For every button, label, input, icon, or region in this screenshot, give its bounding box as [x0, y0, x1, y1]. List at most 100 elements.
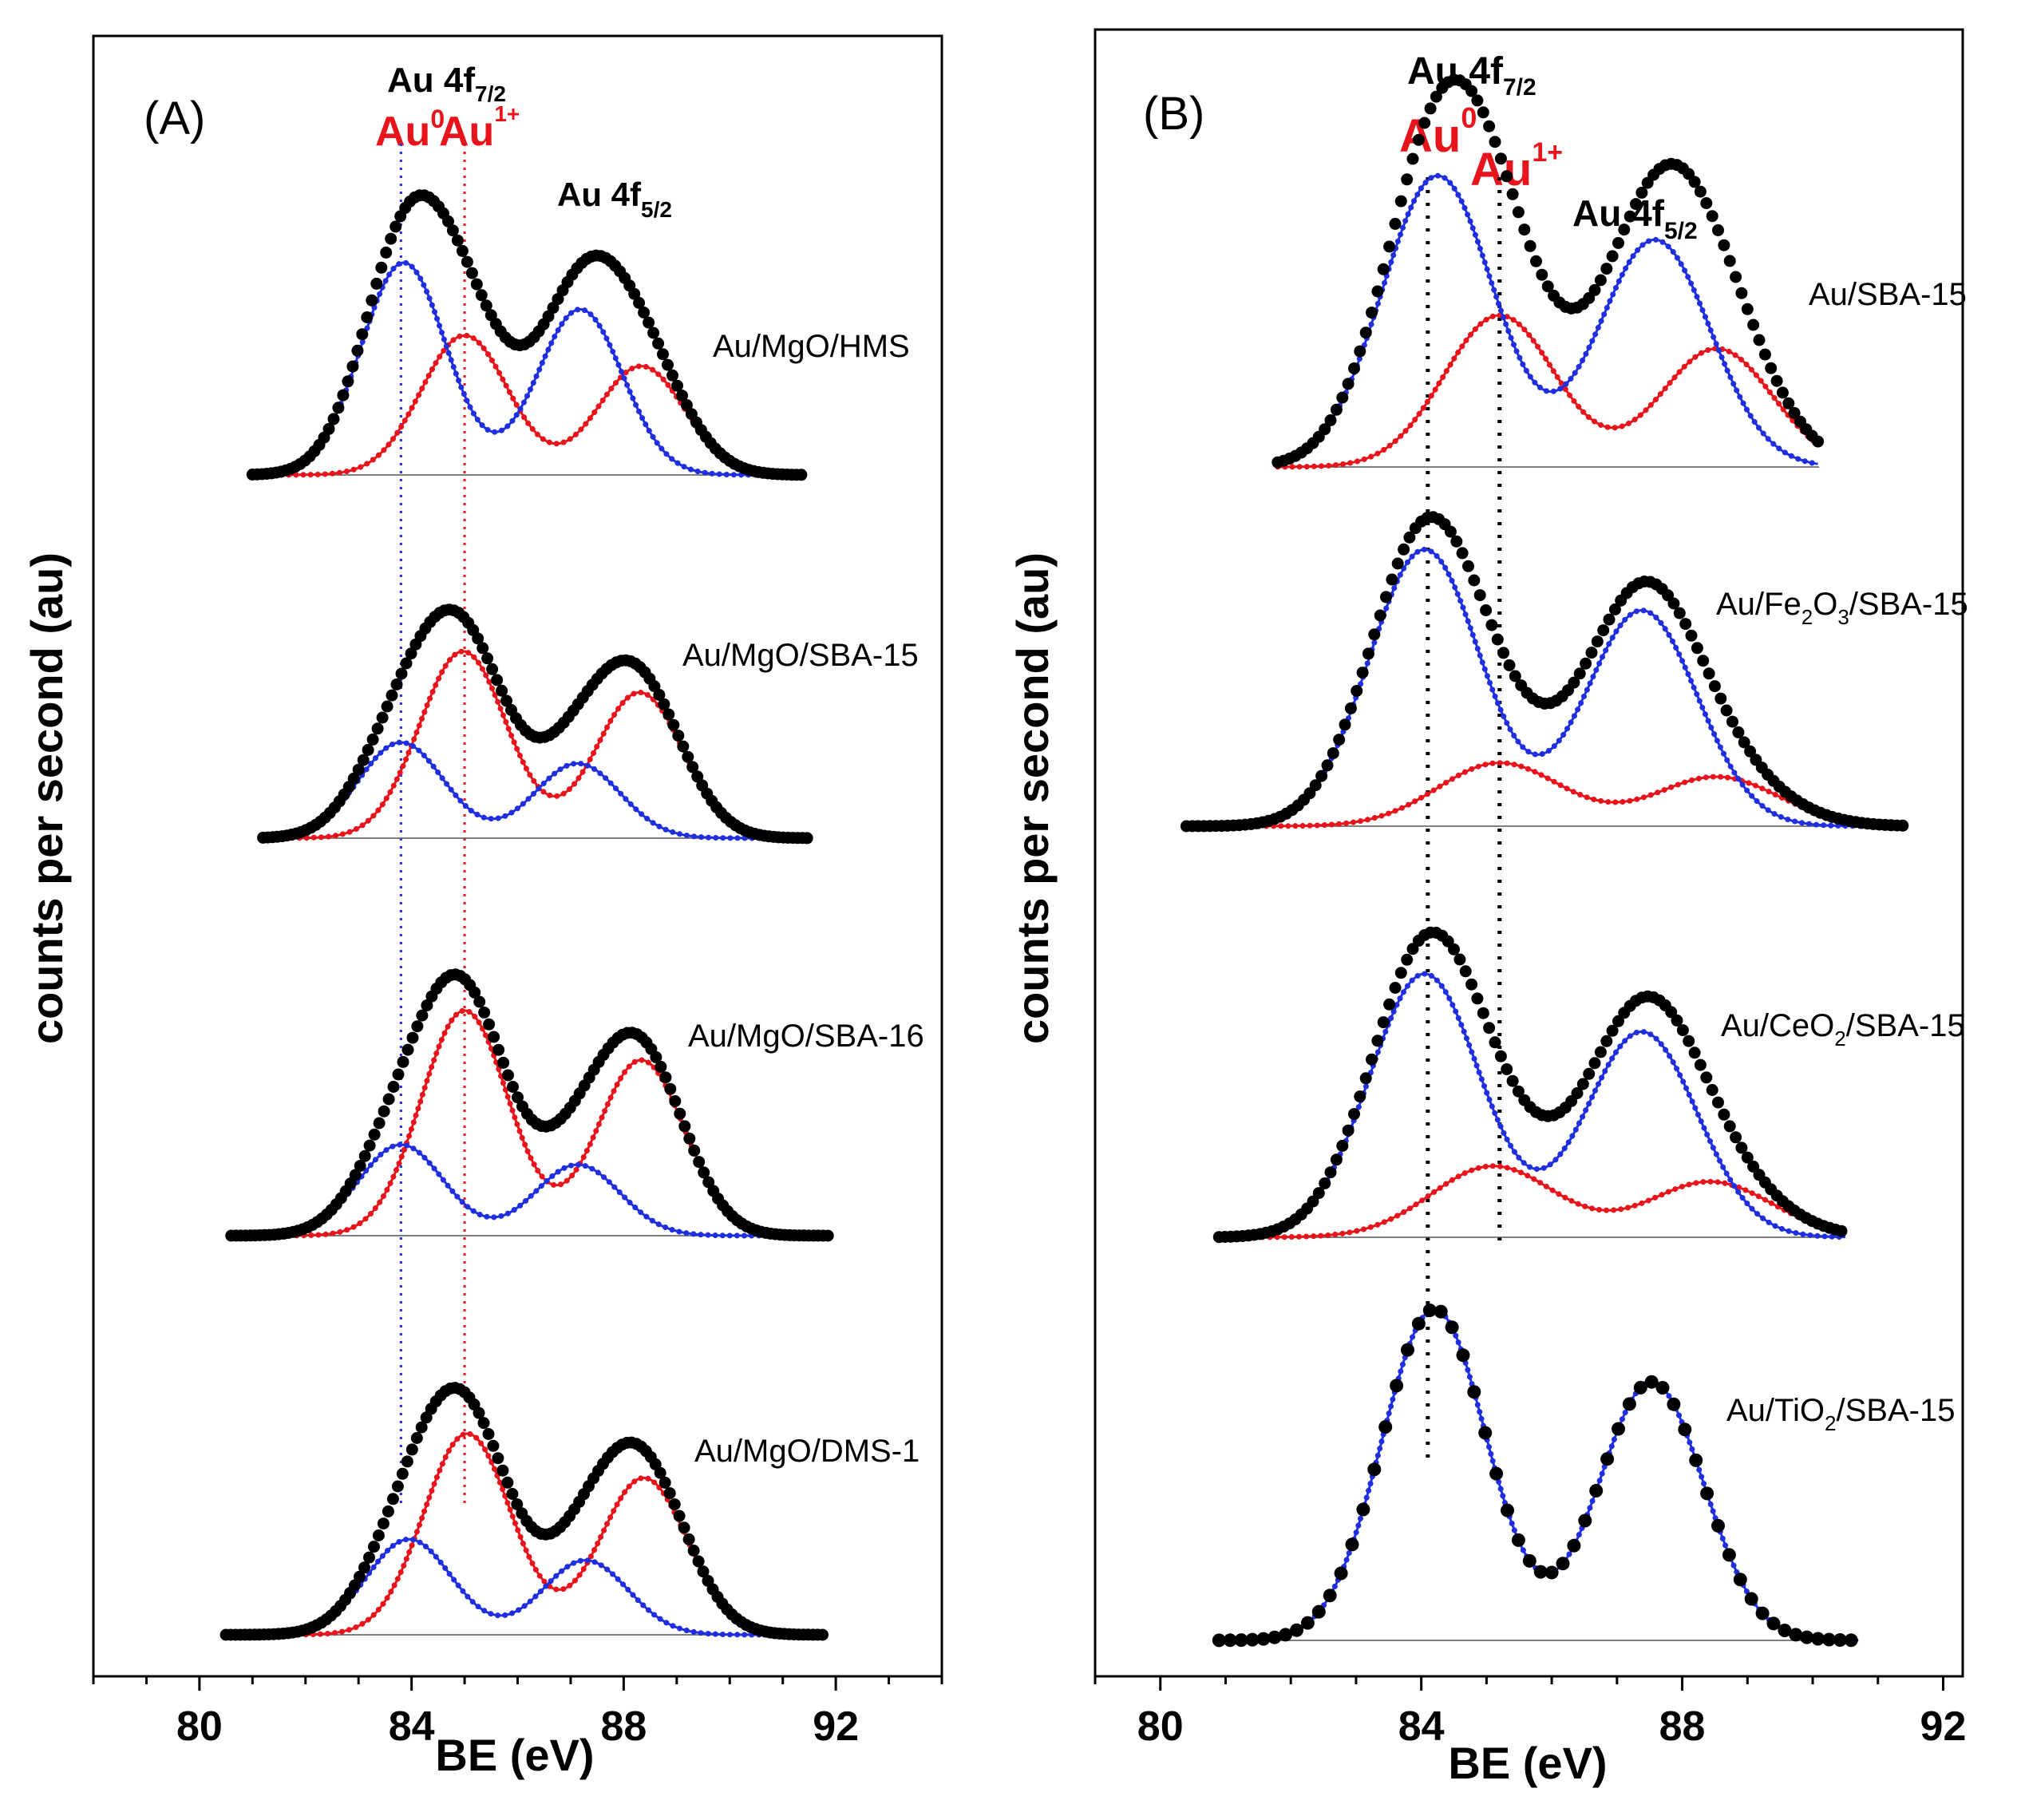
data-point: [1501, 1063, 1513, 1075]
data-point: [1576, 1078, 1589, 1090]
data-point: [1465, 85, 1478, 97]
panel-a-sample-label: Au/MgO/HMS: [713, 329, 910, 364]
data-point: [1483, 1022, 1496, 1035]
data-point: [1467, 1385, 1481, 1399]
data-point: [1606, 1024, 1619, 1037]
au1-component-markers: [1275, 312, 1821, 470]
data-point: [442, 215, 454, 228]
data-point: [1612, 1422, 1625, 1436]
data-point: [1711, 1518, 1725, 1533]
data-point: [1747, 318, 1760, 331]
data-point: [1673, 607, 1686, 619]
data-point: [1730, 1131, 1742, 1144]
data-point: [1245, 1632, 1260, 1647]
data-point: [1478, 1426, 1493, 1440]
data-point: [1589, 1484, 1604, 1498]
data-point: [1588, 1057, 1601, 1070]
data-point: [361, 311, 374, 323]
data-point: [1477, 1007, 1489, 1019]
data-point: [1453, 953, 1466, 966]
data-point: [1683, 1035, 1695, 1047]
data-point: [1342, 378, 1355, 390]
data-point: [1456, 547, 1469, 560]
au0-component-markers: [249, 259, 807, 478]
data-point: [512, 1091, 524, 1104]
data-point: [1735, 287, 1748, 299]
data-point: [1459, 965, 1472, 978]
data-point: [1597, 624, 1610, 637]
data-point: [680, 399, 693, 411]
data-point: [1366, 307, 1378, 319]
panel-b-sample-label: Au/CeO2/SBA-15: [1721, 1008, 1965, 1050]
data-point: [396, 1467, 409, 1480]
data-point: [351, 344, 364, 357]
data-point: [1268, 1630, 1282, 1644]
data-point: [1835, 1225, 1848, 1237]
data-point: [470, 278, 483, 291]
data-point: [1712, 1096, 1724, 1109]
data-point: [663, 1487, 676, 1500]
data-point: [1386, 573, 1398, 586]
data-point: [1450, 535, 1463, 548]
x-tick-label: 80: [176, 1703, 223, 1750]
data-point: [682, 1533, 695, 1545]
data-point: [1418, 117, 1431, 129]
data-point: [354, 1160, 366, 1172]
data-point: [1371, 1035, 1384, 1047]
data-point: [1234, 1633, 1248, 1648]
panel-a-peak-header: Au 4f7/2 Au0 Au1+ Au 4f5/2: [375, 61, 672, 222]
data-point: [401, 1043, 414, 1056]
data-point: [1315, 770, 1328, 782]
data-point: [1612, 236, 1624, 249]
au0-component-line: [1219, 1308, 1859, 1642]
data-point: [1583, 1067, 1596, 1080]
data-point: [1606, 250, 1619, 263]
data-point: [1485, 619, 1498, 631]
data-point: [1456, 1348, 1470, 1363]
data-point: [1434, 1304, 1448, 1319]
data-point: [465, 267, 478, 279]
data-point: [1591, 635, 1604, 648]
data-point: [693, 1156, 706, 1169]
data-point: [1718, 239, 1730, 251]
data-point: [1744, 1592, 1758, 1606]
data-point: [1800, 1630, 1814, 1644]
panel-b-series: [1180, 73, 1909, 1648]
data-point: [382, 1505, 394, 1517]
data-point: [1765, 362, 1778, 374]
data-point: [1688, 176, 1701, 188]
data-point: [688, 1144, 701, 1157]
data-point: [477, 1417, 490, 1430]
data-point: [1688, 1046, 1701, 1059]
panel-a-x-axis-title: BE (eV): [435, 1730, 594, 1780]
data-point: [1374, 609, 1386, 622]
data-point: [1753, 334, 1766, 346]
data-point: [1733, 1573, 1747, 1587]
data-point: [337, 389, 350, 402]
data-point: [322, 422, 335, 435]
data-point: [506, 1488, 519, 1500]
data-point: [1708, 680, 1721, 693]
au1-component-markers: [1216, 1163, 1849, 1240]
data-point: [666, 369, 678, 382]
data-point: [692, 1555, 705, 1568]
data-point: [1377, 1016, 1390, 1029]
data-point: [376, 711, 389, 724]
data-point: [1624, 210, 1636, 223]
au0-component-markers: [1275, 172, 1821, 467]
data-point: [638, 307, 651, 318]
panel-b-sample-label: Au/TiO2/SBA-15: [1726, 1393, 1955, 1435]
data-point: [1833, 1633, 1847, 1647]
panel-a-f52-label: Au 4f5/2: [557, 176, 672, 222]
data-point: [342, 375, 354, 388]
data-point: [1480, 604, 1493, 616]
data-point: [1501, 170, 1513, 183]
data-point: [416, 1009, 429, 1022]
panel-b-x-axis: 80 84 88 92: [1094, 1676, 1966, 1750]
panel-b-sample-labels: Au/SBA-15 Au/Fe2O3/SBA-15 Au/CeO2/SBA-15…: [1716, 277, 1968, 1435]
data-point: [358, 1149, 371, 1162]
data-point: [411, 1020, 424, 1033]
data-point: [1290, 1623, 1303, 1637]
data-point: [667, 718, 680, 731]
data-point: [686, 761, 699, 774]
